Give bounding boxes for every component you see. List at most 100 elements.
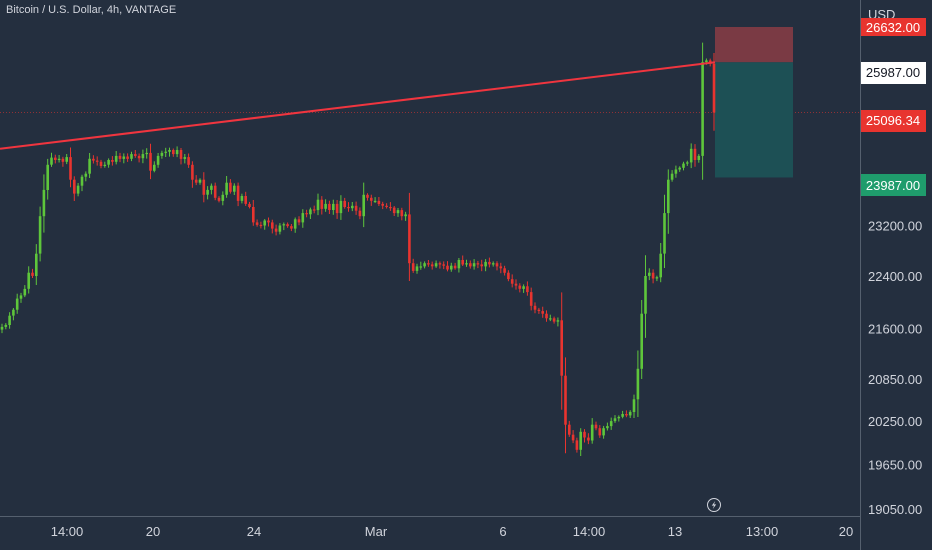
candle-body: [191, 164, 194, 180]
candle-body: [370, 197, 373, 201]
candle-body: [271, 222, 274, 229]
candle-body: [442, 264, 445, 266]
candle-body: [312, 209, 316, 211]
candle-body: [461, 260, 464, 265]
candle-body: [259, 224, 263, 227]
candle-body: [130, 154, 133, 159]
candle-body: [503, 268, 506, 273]
target-tag: 23987.00: [866, 178, 920, 193]
candle-body: [488, 261, 491, 265]
price-axis[interactable]: 23200.00 22400.00 21600.00 20850.00 20250.00…: [868, 219, 922, 518]
candle-body: [541, 311, 544, 314]
candle-body: [568, 424, 571, 435]
candle-body: [240, 196, 244, 201]
candle-body: [141, 154, 145, 159]
symbol-title: Bitcoin / U.S. Dollar, 4h, VANTAGE: [6, 4, 177, 16]
candle-body: [343, 200, 346, 207]
stop-loss-zone[interactable]: [715, 27, 793, 63]
candle-body: [69, 157, 72, 180]
candle-body: [168, 150, 171, 152]
candle-body: [194, 179, 198, 183]
candle-body: [366, 194, 369, 198]
candle-body: [38, 216, 42, 254]
candle-body: [15, 298, 19, 310]
candle-body: [111, 160, 114, 162]
candle-body: [252, 207, 255, 223]
candle-body: [347, 207, 350, 209]
candle-body: [0, 326, 4, 330]
time-tick-label: 13:00: [746, 524, 779, 539]
lightning-icon[interactable]: [707, 498, 721, 512]
candle-body: [590, 424, 594, 441]
candle-body: [23, 288, 27, 296]
candle-body: [328, 203, 331, 210]
candle-body: [689, 148, 693, 163]
candle-body: [12, 309, 15, 316]
candle-body: [76, 185, 80, 194]
candle-body: [172, 150, 175, 155]
trendline[interactable]: [0, 61, 716, 150]
candle-body: [134, 154, 137, 156]
candle-body: [290, 226, 293, 229]
target-tag-bg: [861, 174, 926, 196]
candle-body: [244, 196, 247, 204]
candle-body: [514, 283, 518, 286]
candle-body: [377, 200, 381, 204]
candle-body: [118, 155, 122, 159]
candle-body: [35, 253, 38, 276]
candle-body: [625, 414, 628, 416]
candle-body: [670, 173, 674, 180]
candle-body: [571, 434, 575, 441]
candle-body: [225, 182, 228, 195]
candle-body: [156, 155, 160, 165]
price-tick-label: 23200.00: [868, 219, 922, 234]
candle-body: [389, 207, 392, 209]
candle-body: [522, 286, 525, 289]
candle-body: [229, 182, 232, 192]
candle-body: [236, 185, 240, 201]
candle-body: [579, 431, 582, 450]
candle-body: [667, 179, 670, 214]
candle-body: [411, 263, 415, 271]
candle-body: [255, 222, 259, 225]
candle-body: [400, 210, 404, 217]
candle-body: [160, 152, 164, 156]
time-axis[interactable]: 14:00 20 24 Mar 6 14:00 13 13:00 20: [51, 524, 854, 539]
candle-body: [210, 185, 213, 190]
candle-body: [469, 263, 472, 267]
candle-body: [552, 318, 556, 322]
candle-body: [233, 185, 236, 192]
candle-body: [446, 265, 449, 270]
candle-body: [187, 157, 190, 165]
candle-body: [42, 189, 46, 217]
candle-body: [587, 437, 590, 441]
candle-body: [682, 163, 685, 168]
candle-body: [609, 421, 613, 427]
candle-body: [549, 318, 552, 320]
candle-body: [450, 265, 453, 270]
candle-body: [19, 295, 23, 299]
candle-body: [392, 207, 396, 214]
candle-body: [705, 60, 708, 63]
candle-body: [457, 260, 461, 269]
candle-body: [632, 399, 636, 412]
candle-body: [651, 272, 655, 279]
candle-body: [663, 213, 666, 254]
price-tick-label: 19050.00: [868, 502, 922, 517]
candle-body: [617, 416, 621, 419]
time-tick-label: 20: [839, 524, 853, 539]
candle-body: [606, 426, 609, 429]
profit-target-zone[interactable]: [715, 62, 793, 178]
time-tick-label: 13: [668, 524, 682, 539]
candle-body: [453, 265, 457, 269]
price-tick-label: 20850.00: [868, 372, 922, 387]
candle-body: [476, 263, 480, 265]
candle-body: [419, 266, 423, 268]
candle-body: [183, 157, 187, 159]
candle-body: [495, 263, 499, 267]
candle-body: [31, 272, 34, 276]
candle-body: [438, 263, 442, 265]
candle-body: [4, 324, 8, 327]
